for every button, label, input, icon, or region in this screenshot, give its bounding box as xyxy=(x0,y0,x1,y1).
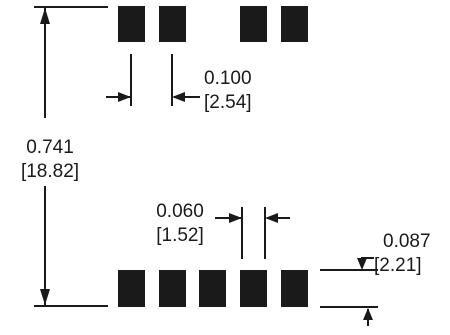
top-pitch-inch: 0.100 xyxy=(204,68,252,89)
bottom-pad-2 xyxy=(159,270,186,307)
overall-height-dimension xyxy=(34,6,108,307)
pad-height-inch: 0.087 xyxy=(383,231,431,252)
top-pad-row xyxy=(118,6,308,42)
arrowhead-down xyxy=(40,289,50,305)
pad-height-mm: [2.21] xyxy=(374,255,422,276)
pad-width-dimension xyxy=(215,207,290,259)
arrowhead-right xyxy=(229,213,242,223)
top-pad-1 xyxy=(118,6,145,42)
arrowhead-left xyxy=(172,92,185,102)
bottom-pad-4 xyxy=(240,270,267,307)
top-pad-2 xyxy=(159,6,186,42)
top-pad-4 xyxy=(281,6,308,42)
bottom-pad-5 xyxy=(281,270,308,307)
bottom-pad-row xyxy=(118,270,308,307)
pad-width-inch: 0.060 xyxy=(156,201,204,222)
overall-height-mm: [18.82] xyxy=(21,161,79,182)
arrowhead-down xyxy=(357,258,367,270)
arrowhead-up xyxy=(40,8,50,24)
arrowhead-up xyxy=(363,308,373,320)
bottom-pad-1 xyxy=(118,270,145,307)
bottom-pad-3 xyxy=(199,270,226,307)
top-pad-3 xyxy=(240,6,267,42)
overall-height-inch: 0.741 xyxy=(26,137,74,158)
pad-width-mm: [1.52] xyxy=(156,225,204,246)
arrowhead-right xyxy=(118,92,131,102)
arrowhead-left xyxy=(265,213,278,223)
top-pitch-mm: [2.54] xyxy=(204,92,252,113)
